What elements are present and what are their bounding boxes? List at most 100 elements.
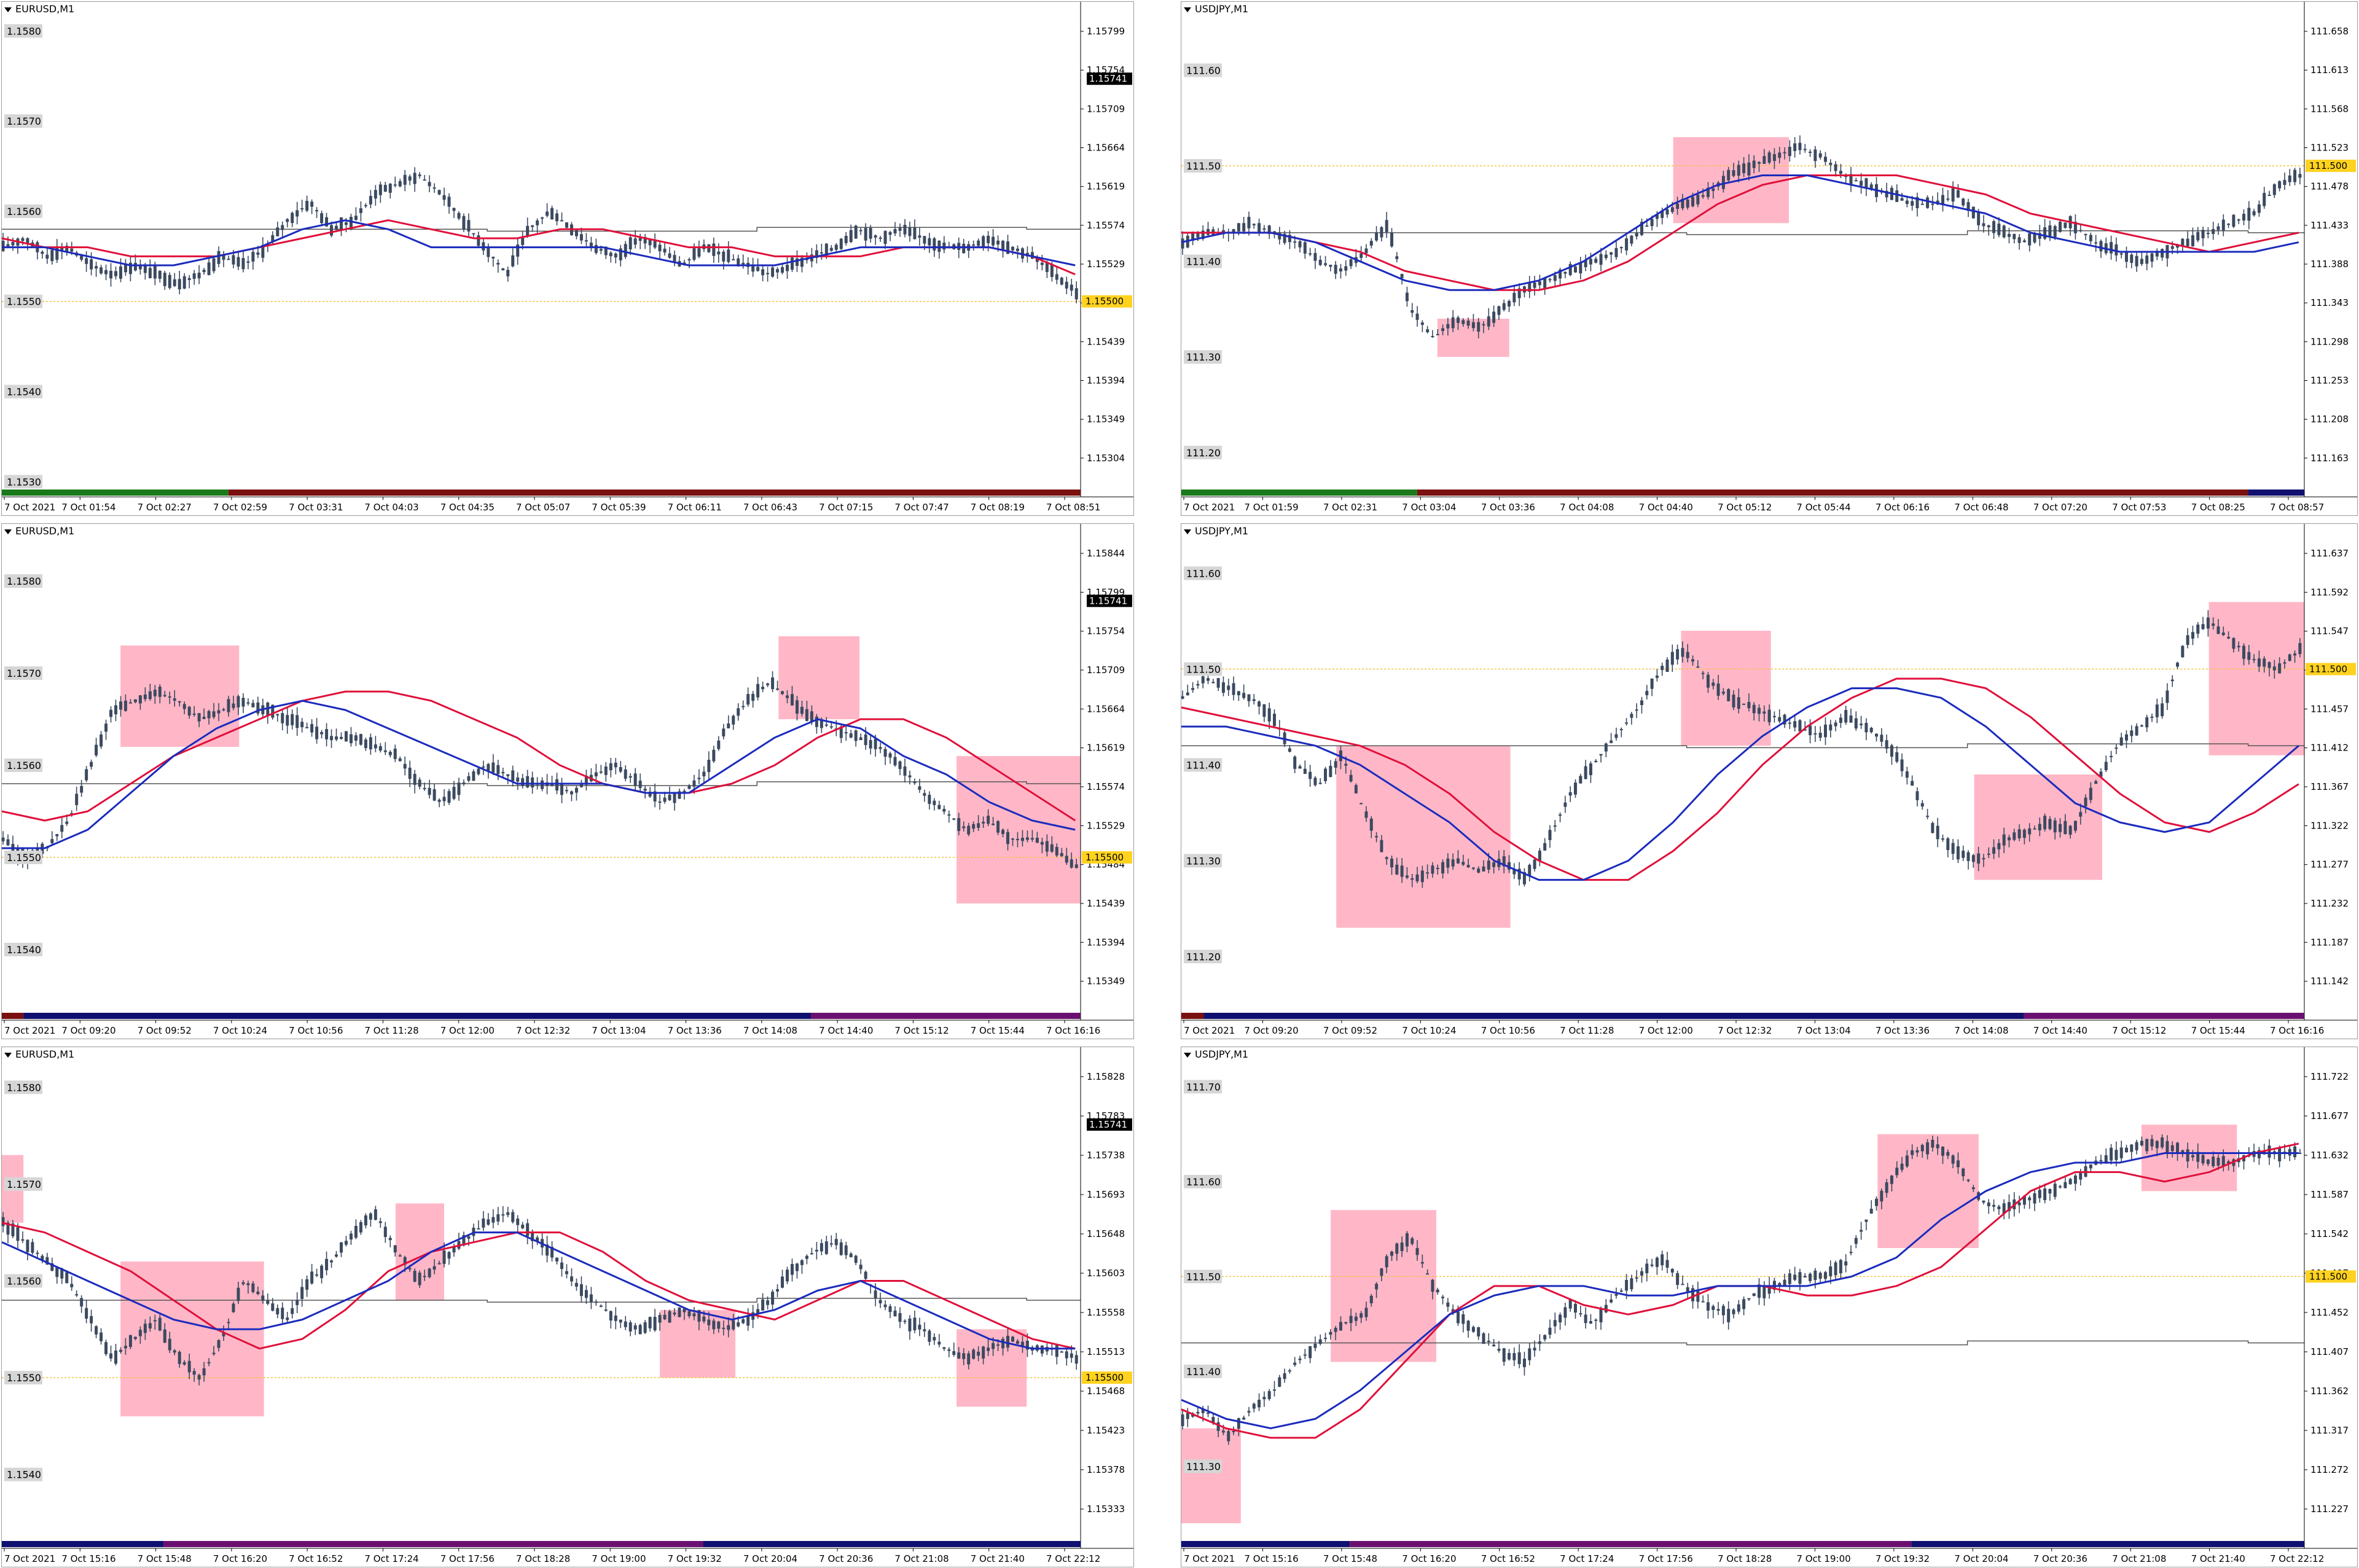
collapse-triangle-icon[interactable] [4,529,12,534]
candle-body [839,1242,843,1255]
chart-canvas[interactable]: 1.158441.157991.157541.157091.156641.156… [2,524,1133,1039]
highlight-zone-box[interactable] [1974,774,2102,880]
candle-body [359,208,362,213]
candle-body [1420,322,1424,325]
candle-body [1216,1422,1220,1431]
candle-body [1762,711,1766,714]
price-axis-label: 111.592 [2310,587,2349,598]
candle-body [315,210,319,212]
candle-body [2247,208,2251,221]
price-axis-label: 111.457 [2310,703,2349,714]
price-level-tag [4,475,42,489]
price-level-label: 1.1580 [7,1082,41,1093]
step-indicator-line [2,1298,1081,1303]
chart-title: EURUSD,M1 [4,525,74,537]
candle-body [482,242,485,251]
candle-body [1528,865,1532,876]
candle-body [1915,791,1919,800]
highlight-zone-box[interactable] [1181,1428,1241,1524]
candle-body [1512,292,1516,303]
current-price-badge-text: 111.500 [2309,663,2347,674]
collapse-triangle-icon[interactable] [1184,1052,1191,1058]
candle-body [163,273,166,286]
collapse-triangle-icon[interactable] [4,1052,12,1058]
candle-body [526,776,530,787]
collapse-triangle-icon[interactable] [1184,529,1191,534]
candle-body [2170,679,2174,682]
chart-canvas[interactable]: 111.722111.677111.632111.587111.542111.4… [1181,1047,2357,1567]
highlight-zone-box[interactable] [2208,602,2304,755]
highlight-zone-box[interactable] [120,646,240,747]
candle-body [2017,1202,2021,1206]
candle-body [109,709,113,717]
candle-body [168,275,171,288]
candle-body [918,235,921,238]
candle-body [1502,1348,1506,1362]
collapse-triangle-icon[interactable] [4,7,12,12]
time-axis-label: 7 Oct 01:54 [61,502,115,513]
chart-panel-eurusd-1[interactable]: EURUSD,M1 1.15799 1.15754 1.15709 1.15664 1.… [1,1,1134,516]
chart-panel-usdjpy-2[interactable]: USDJPY,M1 111.637111.592111.547111.50211… [1181,523,2358,1039]
candle-body [45,254,49,259]
candle-body [1594,1319,1598,1321]
highlight-zone-box[interactable] [1336,746,1511,928]
highlight-zone-box[interactable] [957,756,1081,903]
chart-canvas[interactable]: 1.158281.157831.157381.156931.156481.156… [2,1047,1133,1567]
candle-body [1011,838,1015,840]
candles-group [2,671,1078,870]
candle-body [1512,1353,1516,1360]
candle-body [2094,242,2098,244]
candle-body [2267,1145,2271,1158]
highlight-zone-box[interactable] [1681,631,1771,746]
chart-panel-usdjpy-1[interactable]: USDJPY,M1 111.658 111.613 111.568 111.523 11… [1181,1,2358,516]
price-level-tag [1184,662,1222,676]
candle-body [1844,710,1848,723]
candle-body [85,258,88,264]
chart-panel-eurusd-3[interactable]: EURUSD,M1 1.15828 1.15783 1.15738 1.15693 1.… [1,1047,1134,1567]
highlight-zone-box[interactable] [778,636,860,719]
candle-body [1339,268,1342,271]
candle-body [2252,211,2256,216]
candle-body [1727,689,1731,701]
candle-body [1563,1307,1567,1318]
candle-body [1329,765,1332,778]
candle-body [2028,233,2032,246]
candle-body [2048,819,2052,829]
candle-body [1982,858,1985,860]
candle-body [1823,724,1827,738]
candle-body [1793,721,1797,728]
time-axis-label: 7 Oct 2021 [4,1025,55,1036]
candle-body [128,702,132,704]
candle-body [663,1314,667,1320]
candle-body [2110,755,2113,757]
candle-body [574,1282,578,1287]
collapse-triangle-icon[interactable] [1184,7,1191,12]
candle-body [1635,1277,1638,1279]
candle-body [732,716,735,725]
bid-price-badge [1087,595,1132,607]
candle-body [678,791,681,799]
moving-average-red [2,690,1076,822]
chart-panel-usdjpy-3[interactable]: USDJPY,M1 111.722 111.677 111.632 111.587 11… [1181,1047,2358,1567]
chart-canvas[interactable]: 1.157991.157541.157091.156641.156191.155… [2,2,1133,515]
candle-body [1737,165,1740,176]
candle-body [560,1262,564,1270]
candle-body [1997,224,2001,235]
candle-body [839,726,843,738]
price-axis-label: 1.15349 [1087,976,1125,987]
chart-canvas[interactable]: 111.658111.613111.568111.523111.478111.4… [1181,2,2357,515]
highlight-zone-box[interactable] [1331,1210,1436,1362]
candle-body [1283,1373,1286,1379]
candle-body [1400,865,1404,877]
highlight-zone-box[interactable] [957,1329,1027,1407]
candle-body [766,1300,770,1305]
candle-body [1977,853,1981,864]
candle-body [2068,1179,2072,1185]
candle-body [1987,853,1990,855]
chart-canvas[interactable]: 111.637111.592111.547111.502111.457111.4… [1181,524,2357,1039]
chart-panel-eurusd-2[interactable]: EURUSD,M1 1.15844 1.15799 1.15754 1.15709 1.… [1,523,1134,1039]
highlight-zone-box[interactable] [1673,137,1789,224]
time-axis-label: 7 Oct 21:40 [2191,1553,2245,1564]
candle-body [1364,811,1368,818]
highlight-zone-box[interactable] [120,1261,264,1417]
